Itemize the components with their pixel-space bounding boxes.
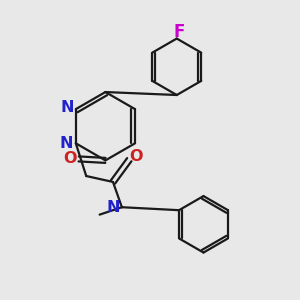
Text: N: N [60, 136, 73, 151]
Text: F: F [173, 23, 184, 41]
Text: O: O [129, 149, 142, 164]
Text: N: N [60, 100, 74, 115]
Text: O: O [64, 151, 77, 166]
Text: N: N [107, 200, 120, 215]
